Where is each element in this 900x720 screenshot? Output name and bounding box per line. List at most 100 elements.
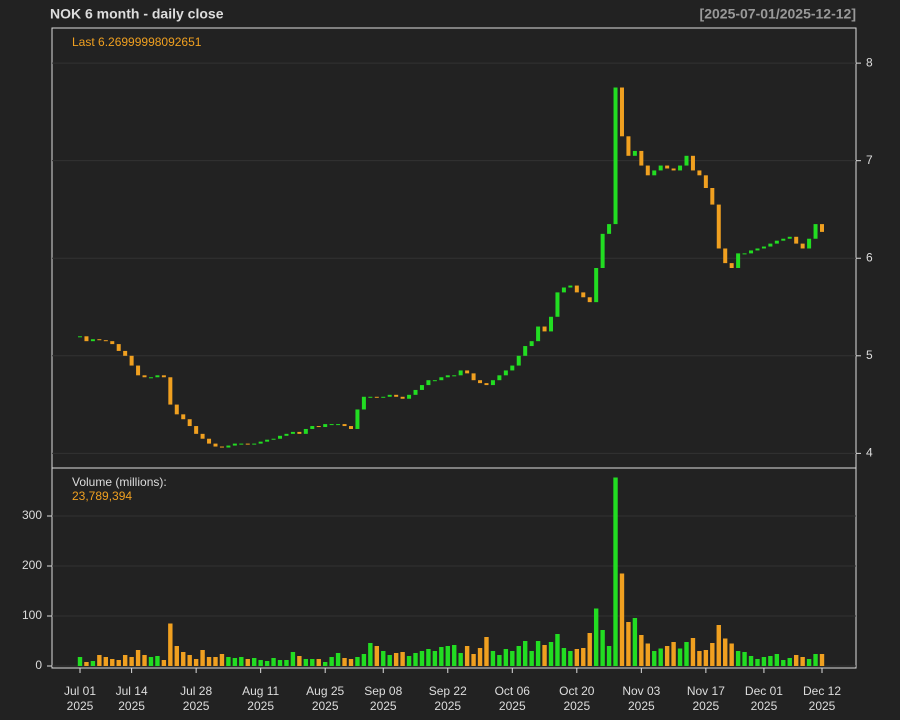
- candle: [729, 263, 734, 268]
- volume-bar: [452, 645, 457, 666]
- candle: [381, 396, 386, 398]
- volume-tick-label: 200: [22, 558, 42, 572]
- candle: [239, 443, 244, 445]
- candle: [761, 246, 766, 249]
- volume-bar: [413, 653, 418, 666]
- x-tick-label: Nov 17 2025: [686, 684, 725, 713]
- y-tick-label: 8: [866, 55, 873, 69]
- candle: [445, 375, 450, 378]
- candle: [490, 380, 495, 386]
- candle: [749, 250, 754, 254]
- volume-bar: [619, 573, 625, 666]
- candle: [697, 170, 702, 176]
- volume-bar: [445, 646, 450, 666]
- candle: [258, 441, 263, 444]
- candle: [478, 380, 483, 384]
- volume-bar: [542, 645, 547, 666]
- volume-bar: [761, 657, 767, 666]
- volume-bar: [329, 657, 334, 666]
- volume-bar: [652, 651, 657, 666]
- volume-bar: [613, 477, 618, 666]
- x-tick-label: Sep 08 2025: [364, 684, 403, 713]
- volume-bar: [400, 652, 405, 666]
- x-tick-label: Dec 12 2025: [802, 684, 842, 713]
- candle: [619, 87, 624, 137]
- candle: [516, 355, 521, 366]
- candle: [678, 165, 683, 171]
- volume-bar: [755, 659, 760, 666]
- candle: [161, 375, 166, 378]
- candle: [458, 370, 463, 376]
- candle: [271, 438, 276, 440]
- x-tick-label: Nov 03 2025: [622, 684, 661, 713]
- y-tick-label: 6: [866, 250, 873, 264]
- volume-bar: [200, 650, 205, 666]
- volume-bar: [245, 659, 250, 666]
- volume-bar: [258, 660, 263, 666]
- volume-bar: [161, 660, 167, 666]
- x-tick-label: Jul 28 2025: [180, 684, 213, 713]
- candle: [284, 433, 289, 436]
- candle: [632, 150, 637, 156]
- volume-bar: [316, 659, 321, 666]
- candle: [542, 326, 547, 332]
- volume-bar: [471, 654, 476, 666]
- candle: [110, 341, 115, 345]
- x-tick-label: Jul 01 2025: [63, 684, 97, 713]
- volume-bar: [381, 651, 386, 666]
- candle: [219, 446, 224, 448]
- volume-bar: [419, 651, 425, 666]
- candle: [181, 414, 186, 420]
- volume-bar: [768, 656, 773, 666]
- candle: [742, 253, 747, 255]
- volume-bar: [84, 662, 89, 666]
- volume-bar: [523, 641, 528, 666]
- volume-bar: [800, 657, 805, 666]
- candle: [148, 377, 153, 379]
- volume-bar: [97, 655, 102, 666]
- volume-bar: [658, 648, 663, 666]
- candle: [374, 396, 379, 398]
- volume-bar: [510, 651, 515, 666]
- candle: [716, 204, 721, 249]
- volume-bar: [819, 654, 825, 666]
- y-tick-label: 4: [866, 446, 873, 460]
- volume-annotation: 23,789,394: [72, 489, 132, 503]
- volume-bar: [342, 658, 347, 666]
- volume-bar: [271, 658, 276, 666]
- candle: [768, 243, 773, 247]
- candle: [800, 243, 805, 249]
- volume-bar: [813, 654, 818, 666]
- volume-bar: [387, 655, 392, 666]
- volume-bar: [439, 647, 444, 666]
- volume-bar: [348, 659, 354, 666]
- volume-bar: [277, 660, 283, 666]
- volume-bar: [697, 651, 702, 666]
- candle: [574, 285, 579, 293]
- volume-bar: [129, 657, 134, 666]
- volume-bar: [774, 654, 780, 666]
- volume-bar: [568, 651, 573, 666]
- x-tick-label: Aug 11 2025: [242, 684, 280, 713]
- volume-bar: [458, 653, 463, 666]
- volume-bar: [103, 657, 109, 666]
- volume-bar: [664, 646, 670, 666]
- candle: [523, 346, 528, 356]
- candle: [652, 170, 657, 176]
- volume-title: Volume (millions):: [72, 475, 167, 489]
- candle: [774, 240, 779, 244]
- candle: [142, 375, 147, 378]
- candle: [787, 236, 792, 239]
- candle: [84, 336, 89, 342]
- candle: [813, 224, 818, 239]
- candle: [90, 339, 95, 342]
- candle: [439, 377, 444, 381]
- volume-bar: [90, 661, 96, 666]
- volume-bar: [742, 652, 747, 666]
- volume-bar: [213, 657, 218, 666]
- candle: [471, 373, 476, 381]
- candle: [394, 394, 399, 397]
- candle: [755, 248, 760, 251]
- volume-bar: [671, 642, 676, 666]
